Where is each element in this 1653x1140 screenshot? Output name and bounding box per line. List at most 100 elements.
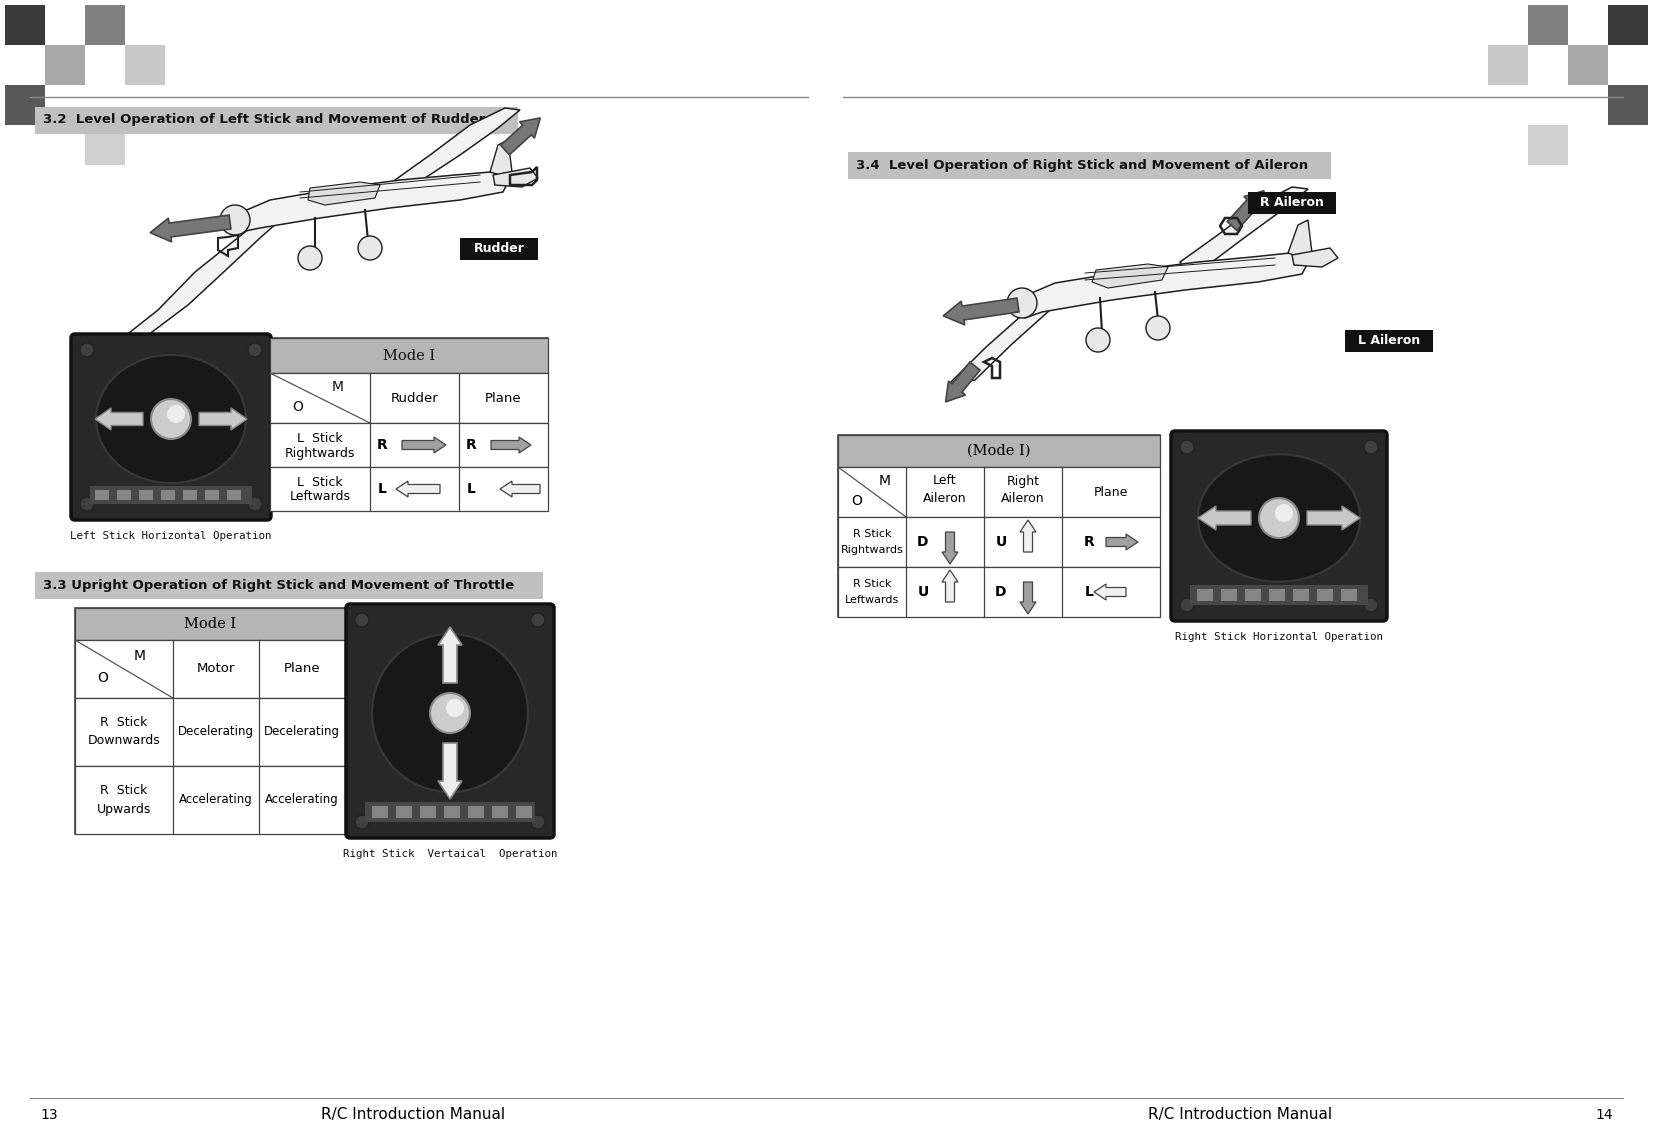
Bar [35, 107, 517, 135]
Circle shape [1180, 598, 1193, 612]
Bar [365, 803, 536, 822]
Bar [126, 44, 165, 86]
Circle shape [355, 613, 369, 627]
Polygon shape [1018, 253, 1309, 318]
Text: 3.3 Upright Operation of Right Stick and Movement of Throttle: 3.3 Upright Operation of Right Stick and… [43, 578, 514, 592]
Bar [1270, 589, 1284, 601]
Circle shape [446, 699, 464, 717]
Polygon shape [1180, 187, 1308, 275]
Circle shape [359, 236, 382, 260]
Text: 3.2  Level Operation of Left Stick and Movement of Rudder: 3.2 Level Operation of Left Stick and Mo… [43, 114, 486, 127]
Text: O: O [851, 494, 863, 508]
Text: R Stick: R Stick [853, 579, 891, 589]
Text: R: R [377, 438, 387, 451]
Bar [1608, 5, 1648, 44]
Circle shape [1260, 498, 1299, 538]
FancyArrow shape [397, 481, 440, 497]
Bar [160, 490, 175, 500]
Circle shape [531, 815, 545, 829]
Bar [468, 806, 484, 819]
Bar [269, 337, 549, 511]
Circle shape [79, 343, 94, 357]
Text: Left Stick Horizontal Operation: Left Stick Horizontal Operation [69, 531, 271, 542]
Bar [1293, 589, 1309, 601]
Text: Motor: Motor [197, 662, 235, 676]
Ellipse shape [1198, 455, 1360, 581]
Bar [117, 490, 131, 500]
Text: Plane: Plane [486, 391, 522, 405]
Bar [226, 490, 241, 500]
Text: Mode Ⅰ: Mode Ⅰ [183, 617, 236, 632]
Text: (Mode Ⅰ): (Mode Ⅰ) [967, 443, 1031, 458]
Text: R/C Introduction Manual: R/C Introduction Manual [1147, 1107, 1332, 1123]
Text: O: O [293, 400, 304, 414]
Bar [74, 640, 345, 698]
FancyBboxPatch shape [1170, 431, 1387, 621]
Bar [1341, 589, 1357, 601]
Text: R: R [1084, 535, 1094, 549]
Text: L: L [377, 482, 387, 496]
Bar [838, 567, 1160, 617]
Text: R  Stick: R Stick [101, 717, 147, 730]
Text: M: M [878, 474, 891, 488]
Polygon shape [489, 140, 512, 176]
Bar [269, 423, 549, 467]
Bar [269, 467, 549, 511]
Text: Decelerating: Decelerating [264, 725, 341, 739]
Circle shape [248, 497, 261, 511]
Text: R/C Introduction Manual: R/C Introduction Manual [321, 1107, 506, 1123]
Bar [205, 490, 218, 500]
Bar [1222, 589, 1236, 601]
FancyArrow shape [1227, 190, 1265, 230]
FancyArrow shape [150, 215, 231, 242]
Bar [460, 238, 537, 260]
FancyArrow shape [94, 408, 144, 430]
Polygon shape [493, 168, 537, 187]
Bar [139, 490, 154, 500]
Bar [5, 86, 45, 125]
Bar [1248, 192, 1336, 214]
FancyArrow shape [942, 570, 959, 602]
Text: R: R [466, 438, 476, 451]
Circle shape [150, 399, 192, 439]
Text: M: M [134, 649, 145, 663]
FancyArrow shape [1020, 583, 1036, 614]
Polygon shape [1288, 220, 1312, 258]
Bar [1197, 589, 1213, 601]
Text: Mode Ⅰ: Mode Ⅰ [383, 349, 435, 363]
FancyArrow shape [501, 117, 541, 155]
FancyArrow shape [1308, 506, 1360, 530]
Text: Left: Left [934, 474, 957, 488]
Text: R Aileron: R Aileron [1260, 196, 1324, 210]
Bar [1245, 589, 1261, 601]
Bar [1488, 44, 1527, 86]
Bar [74, 766, 345, 834]
Text: Leftwards: Leftwards [845, 595, 899, 605]
Ellipse shape [96, 355, 246, 483]
FancyBboxPatch shape [71, 334, 271, 520]
Circle shape [1007, 288, 1036, 318]
Bar [84, 5, 126, 44]
Circle shape [248, 343, 261, 357]
FancyBboxPatch shape [345, 604, 554, 838]
Circle shape [1364, 440, 1379, 454]
FancyArrow shape [942, 532, 959, 564]
Circle shape [531, 613, 545, 627]
FancyArrow shape [1198, 506, 1251, 530]
FancyArrow shape [1094, 584, 1126, 600]
FancyArrow shape [1106, 534, 1137, 549]
FancyArrow shape [1020, 520, 1036, 552]
Circle shape [430, 693, 469, 733]
Circle shape [167, 405, 185, 423]
Circle shape [79, 497, 94, 511]
Bar [74, 698, 345, 766]
Bar [372, 806, 388, 819]
Bar [35, 572, 542, 598]
Text: Leftwards: Leftwards [289, 490, 350, 504]
Bar [1190, 585, 1369, 605]
Text: Right: Right [1007, 474, 1040, 488]
Circle shape [1274, 504, 1293, 522]
Text: Right Stick Horizontal Operation: Right Stick Horizontal Operation [1175, 632, 1384, 642]
Circle shape [1146, 316, 1170, 340]
Text: Plane: Plane [284, 662, 321, 676]
